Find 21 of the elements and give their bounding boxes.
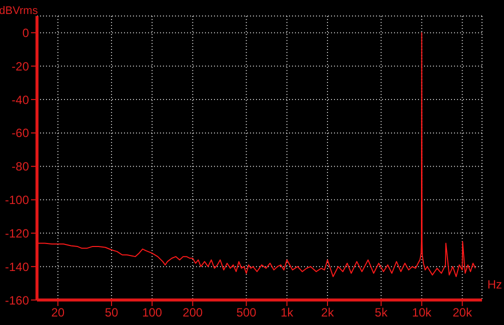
y-tick-label: -20	[12, 59, 30, 74]
x-tick-label: 500	[236, 306, 257, 320]
x-tick-label: 20k	[452, 306, 473, 320]
y-tick-label: 0	[22, 26, 30, 40]
x-tick-label: 5k	[374, 306, 388, 320]
x-tick-label: 10k	[412, 306, 432, 320]
y-tick-label: -120	[4, 226, 30, 240]
x-tick-label: 2k	[321, 306, 335, 320]
y-tick-label: -160	[4, 293, 30, 308]
y-tick-label: -100	[4, 193, 30, 208]
y-tick-label: -140	[4, 260, 30, 274]
y-axis-title: dBVrms	[0, 5, 38, 17]
y-tick-label: -40	[12, 92, 30, 107]
x-tick-label: 100	[142, 306, 162, 320]
y-tick-label: -80	[12, 160, 30, 174]
x-tick-label: 1k	[280, 306, 294, 320]
x-tick-label: 20	[51, 306, 65, 320]
x-tick-label: 200	[182, 306, 204, 320]
x-axis-title: Hz	[487, 278, 502, 292]
y-tick-label: -60	[12, 126, 30, 140]
x-tick-label: 50	[104, 306, 119, 320]
